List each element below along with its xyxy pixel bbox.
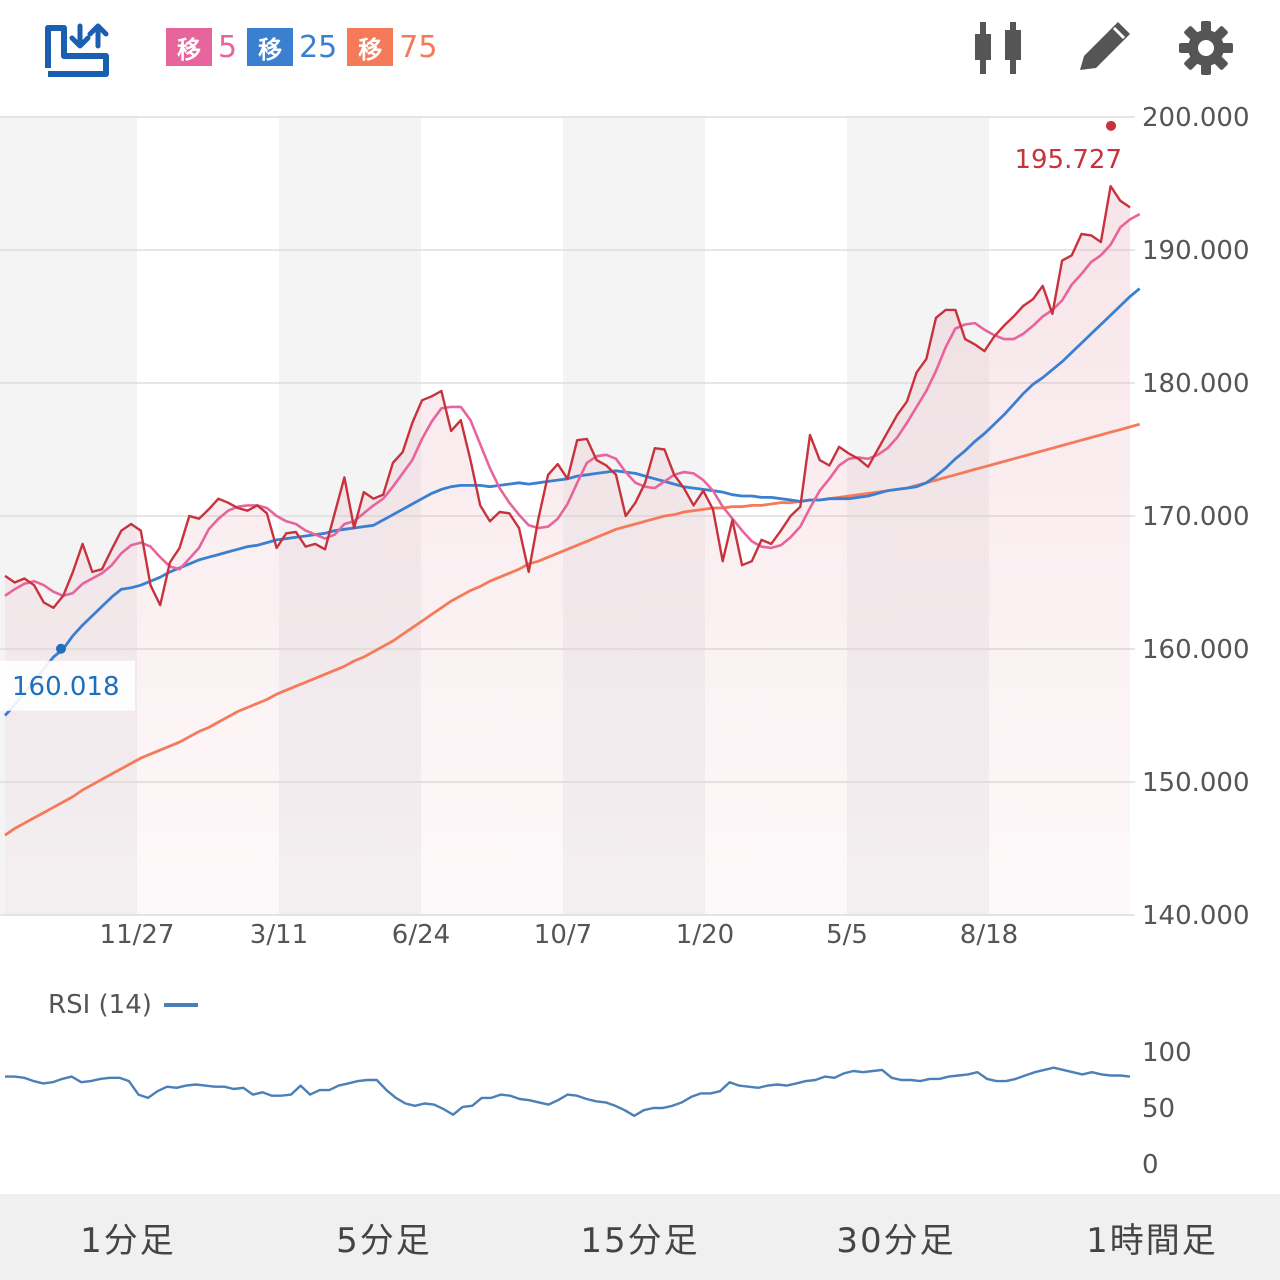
rsi-tick-label: 50 xyxy=(1142,1094,1175,1124)
price-tick-label: 140.000 xyxy=(1142,901,1250,931)
price-tick-label: 180.000 xyxy=(1142,369,1250,399)
rsi-panel: 100 50 0 xyxy=(5,1038,1192,1180)
price-tick-label: 160.000 xyxy=(1142,635,1250,665)
date-tick-label: 11/27 xyxy=(100,920,175,950)
rsi-tick-label: 100 xyxy=(1142,1038,1192,1068)
price-chart: 200.000 190.000 180.000 170.000 160.000 150.0… xyxy=(0,103,1250,1180)
rsi-line xyxy=(5,1066,1131,1118)
chart-switch-icon[interactable] xyxy=(40,20,116,80)
price-line xyxy=(4,184,1131,609)
chart-toolbar: 移 5 移 25 移 75 xyxy=(0,0,1280,100)
last-price-label: 195.727 xyxy=(1014,145,1122,175)
rsi-title: RSI (14) xyxy=(48,990,198,1020)
ma5-legend[interactable]: 移 5 xyxy=(166,28,237,66)
price-tick-label: 150.000 xyxy=(1142,768,1250,798)
ma75-badge: 移 xyxy=(347,28,394,66)
timeframe-tabbar: 1分足 5分足 15分足 30分足 1時間足 xyxy=(0,1194,1280,1280)
price-axis: 200.000 190.000 180.000 170.000 160.000 150.0… xyxy=(1142,103,1250,931)
price-tick-label: 190.000 xyxy=(1142,236,1250,266)
ma25-marker-label: 160.018 xyxy=(12,672,120,702)
tab-30min[interactable]: 30分足 xyxy=(836,1220,956,1261)
last-price-dot xyxy=(1106,120,1116,131)
ma75-line xyxy=(4,422,1141,837)
ma5-line xyxy=(4,212,1141,598)
price-tick-label: 170.000 xyxy=(1142,502,1250,532)
rsi-tick-label: 0 xyxy=(1142,1150,1159,1180)
tab-5min[interactable]: 5分足 xyxy=(336,1220,432,1261)
ma25-legend[interactable]: 移 25 xyxy=(247,28,337,66)
date-tick-label: 6/24 xyxy=(392,920,450,950)
series-lines xyxy=(3,184,1141,837)
gear-icon[interactable] xyxy=(1174,18,1238,78)
chart-annotations: 160.018 195.727 xyxy=(0,120,1122,711)
ma25-line xyxy=(3,287,1141,717)
price-tick-label: 200.000 xyxy=(1142,103,1250,133)
date-tick-label: 5/5 xyxy=(826,920,868,950)
tab-1min[interactable]: 1分足 xyxy=(80,1220,176,1261)
date-tick-label: 1/20 xyxy=(676,920,734,950)
date-tick-label: 8/18 xyxy=(960,920,1018,950)
date-axis: 11/27 3/11 6/24 10/7 1/20 5/5 8/18 xyxy=(100,920,1019,950)
tab-15min[interactable]: 15分足 xyxy=(580,1220,700,1261)
ma75-period: 75 xyxy=(399,29,438,65)
candlestick-icon[interactable] xyxy=(972,18,1036,78)
tab-1hour[interactable]: 1時間足 xyxy=(1086,1220,1218,1261)
ma5-badge: 移 xyxy=(166,28,212,66)
ma5-period: 5 xyxy=(218,29,238,65)
pencil-icon[interactable] xyxy=(1074,18,1138,78)
ma25-marker-box xyxy=(0,660,135,711)
ma25-badge: 移 xyxy=(247,28,294,66)
date-tick-label: 3/11 xyxy=(250,920,308,950)
ma75-legend[interactable]: 移 75 xyxy=(347,28,437,66)
ma25-period: 25 xyxy=(299,29,338,65)
rsi-title-text: RSI (14) xyxy=(48,990,152,1020)
rsi-legend-swatch xyxy=(163,1003,198,1007)
date-tick-label: 10/7 xyxy=(534,920,592,950)
ma25-marker-dot xyxy=(56,643,66,654)
moving-average-legend: 移 5 移 25 移 75 xyxy=(166,28,447,66)
